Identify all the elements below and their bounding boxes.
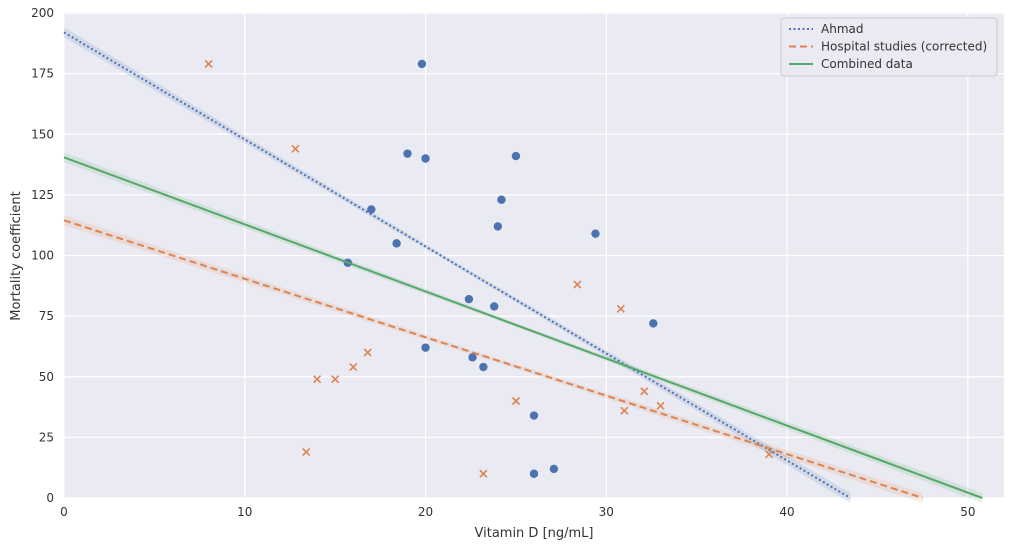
scatter-point-circle xyxy=(392,239,401,248)
confidence-band xyxy=(64,27,851,504)
x-tick-label: 20 xyxy=(418,505,433,519)
x-marker-stroke xyxy=(331,375,340,384)
scatter-point-circle xyxy=(529,411,539,420)
y-axis-label: Mortality coefficient xyxy=(9,191,24,321)
regression-lines xyxy=(63,31,983,499)
scatter-point-circle xyxy=(529,469,539,478)
regression-line xyxy=(63,219,923,499)
x-marker-stroke xyxy=(313,375,322,384)
scatter-point-x xyxy=(204,59,213,68)
y-tick-label: 50 xyxy=(39,370,54,384)
scatter-point-circle xyxy=(417,59,427,69)
y-tick-labels: 0 25 50 75 100 125 150 175 200 xyxy=(31,6,54,505)
x-marker-stroke xyxy=(764,450,774,459)
regression-line xyxy=(63,31,851,499)
y-tick-label: 0 xyxy=(46,491,54,505)
scatter-point-x xyxy=(616,304,625,313)
legend: Ahmad Hospital studies (corrected) Combine… xyxy=(780,17,998,77)
x-marker-stroke xyxy=(573,280,582,289)
scatter-point-x xyxy=(313,375,322,384)
scatter-point-x xyxy=(764,450,774,459)
scatter-point-circle xyxy=(403,149,412,158)
scatter-point-circle xyxy=(421,154,430,163)
x-tick-label: 50 xyxy=(960,505,975,519)
grid xyxy=(63,12,1004,499)
x-tick-label: 10 xyxy=(237,505,252,519)
x-marker-stroke xyxy=(291,144,300,153)
x-marker-stroke xyxy=(656,401,665,410)
x-tick-labels: 0 10 20 30 40 50 xyxy=(60,505,975,519)
scatter-point-circle xyxy=(464,294,474,304)
scatter-points xyxy=(204,59,774,478)
x-marker-stroke xyxy=(616,304,625,313)
x-marker-stroke xyxy=(363,348,372,357)
scatter-point-x xyxy=(656,401,665,410)
legend-label: Combined data xyxy=(821,57,913,71)
x-tick-label: 0 xyxy=(60,505,68,519)
scatter-point-circle xyxy=(468,353,477,362)
scatter-point-circle xyxy=(649,319,658,328)
scatter-point-x xyxy=(479,469,488,478)
x-marker-stroke xyxy=(511,396,520,406)
scatter-point-circle xyxy=(497,195,506,204)
y-tick-label: 150 xyxy=(31,127,54,141)
scatter-point-circle xyxy=(549,464,559,474)
y-tick-label: 25 xyxy=(39,430,54,444)
scatter-point-x xyxy=(620,406,629,415)
y-tick-label: 200 xyxy=(31,6,54,20)
scatter-point-x xyxy=(291,144,300,153)
x-marker-stroke xyxy=(204,59,213,68)
x-marker-stroke xyxy=(620,406,629,415)
x-marker-stroke xyxy=(349,362,358,372)
x-marker-stroke xyxy=(640,387,649,396)
scatter-point-circle xyxy=(421,343,430,352)
scatter-point-circle xyxy=(367,205,376,214)
scatter-point-x xyxy=(640,387,649,396)
y-tick-label: 100 xyxy=(31,249,54,263)
x-marker-stroke xyxy=(479,469,488,478)
legend-label: Ahmad xyxy=(821,22,863,36)
legend-box xyxy=(780,17,998,77)
x-tick-label: 40 xyxy=(779,505,794,519)
scatter-point-circle xyxy=(511,151,521,161)
x-marker-stroke xyxy=(302,447,311,456)
y-tick-label: 125 xyxy=(31,188,54,202)
y-tick-label: 75 xyxy=(39,309,54,323)
scatter-point-circle xyxy=(591,229,600,238)
scatter-point-x xyxy=(349,362,358,372)
scatter-point-x xyxy=(363,348,372,357)
scatter-point-x xyxy=(331,375,340,384)
regression-line xyxy=(63,156,983,499)
scatter-point-x xyxy=(302,447,311,456)
scatter-point-x xyxy=(573,280,582,289)
x-axis-label: Vitamin D [ng/mL] xyxy=(475,526,594,541)
legend-label: Hospital studies (corrected) xyxy=(821,40,987,54)
y-tick-label: 175 xyxy=(31,67,54,81)
x-tick-label: 30 xyxy=(599,505,614,519)
scatter-point-circle xyxy=(490,302,499,311)
scatter-point-x xyxy=(511,396,520,406)
scatter-point-circle xyxy=(493,222,503,231)
scatter-point-circle xyxy=(479,362,488,372)
